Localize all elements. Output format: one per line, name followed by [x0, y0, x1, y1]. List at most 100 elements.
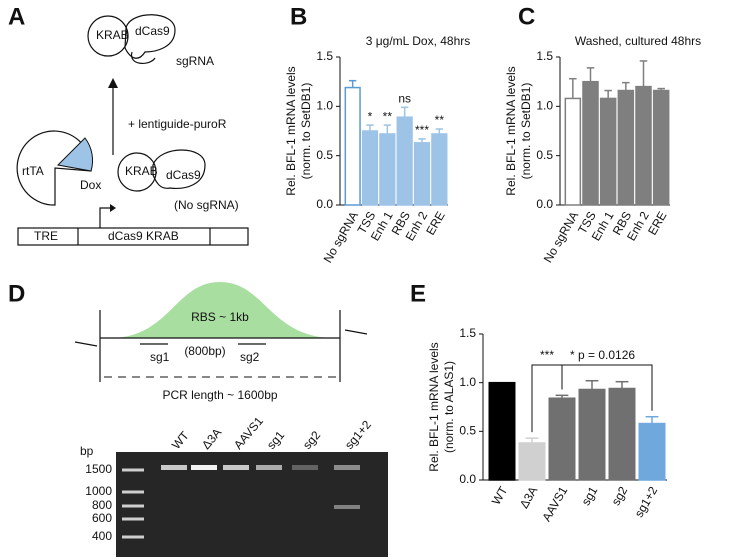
- significance-label: ***: [415, 123, 429, 137]
- significance-label: **: [383, 109, 393, 123]
- bar: [413, 142, 431, 206]
- gel-band: [191, 465, 217, 470]
- primer: [74, 341, 98, 347]
- y-axis-label: Rel. BFL-1 mRNA levels: [284, 66, 298, 195]
- lane-label: sg1+2: [342, 417, 374, 452]
- label: (800bp): [184, 344, 225, 358]
- chart-title: Washed, cultured 48hrs: [575, 34, 701, 48]
- lane-label: AAVS1: [231, 414, 266, 452]
- y-tick-label: 0.0: [536, 197, 553, 211]
- x-tick-label: No sgRNA: [321, 209, 361, 265]
- label: Dox: [80, 178, 101, 192]
- ladder-label: 400: [92, 529, 112, 543]
- bar: [635, 85, 652, 206]
- panel-label: E: [410, 280, 426, 307]
- krab-shape: [87, 15, 129, 57]
- label: dCas9 KRAB: [108, 229, 179, 243]
- ladder-label: 1000: [85, 484, 112, 498]
- gel-band: [334, 505, 360, 509]
- bar: [518, 442, 546, 481]
- bar: [488, 381, 516, 481]
- ladder-band: [122, 517, 144, 521]
- significance-label: **: [435, 113, 445, 127]
- bar: [582, 80, 599, 206]
- y-axis-label: (norm. to SetDB1): [299, 83, 313, 180]
- bar: [431, 133, 448, 206]
- bar: [608, 387, 636, 481]
- diagram-a: KRAB dCas9 sgRNA + lentiguide-puroR rtTA…: [16, 14, 249, 246]
- bar: [564, 97, 582, 206]
- bar: [379, 133, 396, 206]
- gel-band: [334, 465, 360, 470]
- x-tick-label: sg1: [579, 484, 601, 508]
- y-tick-label: 0.0: [316, 197, 333, 211]
- y-tick-label: 1.5: [316, 49, 333, 63]
- significance-label: *: [368, 109, 373, 123]
- panel-label: C: [518, 3, 535, 30]
- lane-label: WT: [169, 428, 192, 452]
- ladder-label: 600: [92, 511, 112, 525]
- ladder-band: [122, 535, 144, 539]
- label: sg2: [240, 350, 260, 364]
- promoter-arrow: [99, 207, 112, 228]
- primer: [344, 329, 368, 335]
- label: dCas9: [135, 24, 170, 38]
- panel-label: B: [290, 3, 307, 30]
- y-tick-label: 0.0: [459, 472, 476, 486]
- significance-label: ns: [398, 91, 411, 105]
- label: sgRNA: [176, 54, 214, 68]
- label: RBS ~ 1kb: [191, 310, 249, 324]
- ladder-band: [122, 490, 144, 494]
- label: KRAB: [125, 164, 158, 178]
- x-tick-label: ERE: [645, 209, 669, 237]
- arrow-head: [110, 204, 116, 212]
- y-axis-label: (norm. to SetDB1): [519, 83, 533, 180]
- x-tick-label: sg2: [609, 484, 631, 508]
- y-axis-label: Rel. BFL-1 mRNA levels: [427, 342, 441, 471]
- ladder-label: 1500: [85, 462, 112, 476]
- label: PCR length ~ 1600bp: [162, 388, 277, 402]
- y-tick-label: 0.5: [316, 148, 333, 162]
- lane-label: sg1: [264, 428, 287, 452]
- x-tick-label: AAVS1: [539, 484, 570, 524]
- bar: [638, 422, 666, 481]
- bar: [617, 89, 635, 206]
- y-tick-label: 1.0: [536, 99, 553, 113]
- ladder-label: 800: [92, 498, 112, 512]
- construct: [17, 227, 249, 246]
- ladder-band: [122, 468, 144, 472]
- y-axis-label: (norm. to ALAS1): [442, 361, 456, 453]
- label: sg1: [150, 350, 170, 364]
- bar: [652, 89, 670, 206]
- rbs-region: [110, 282, 335, 338]
- ladder-band: [122, 504, 144, 508]
- bar: [344, 86, 361, 206]
- label: + lentiguide-puroR: [128, 117, 227, 131]
- panel-label: D: [8, 280, 25, 307]
- y-axis-label: Rel. BFL-1 mRNA levels: [504, 66, 518, 195]
- bar: [599, 97, 617, 206]
- bar: [578, 388, 606, 481]
- label: rtTA: [22, 164, 44, 178]
- gel-band: [256, 465, 282, 470]
- label: (No sgRNA): [174, 198, 239, 212]
- krab-shape: [117, 152, 157, 192]
- y-tick-label: 1.5: [459, 326, 476, 340]
- x-tick-label: WT: [489, 484, 511, 508]
- bar: [361, 130, 379, 206]
- label: bp: [80, 444, 94, 458]
- gel-band: [223, 465, 249, 470]
- x-tick-label: sg1+2: [632, 484, 661, 520]
- dcas9-shape: [152, 149, 206, 190]
- gel-band: [161, 465, 187, 470]
- y-tick-label: 1.0: [459, 375, 476, 389]
- lane-label: Δ3A: [199, 426, 224, 452]
- bar: [548, 397, 576, 481]
- x-tick-label: ERE: [423, 209, 447, 237]
- label: dCas9: [166, 168, 201, 182]
- label: TRE: [34, 229, 58, 243]
- y-tick-label: 0.5: [536, 148, 553, 162]
- arrow-head: [108, 78, 118, 88]
- dox-wedge: [56, 137, 94, 172]
